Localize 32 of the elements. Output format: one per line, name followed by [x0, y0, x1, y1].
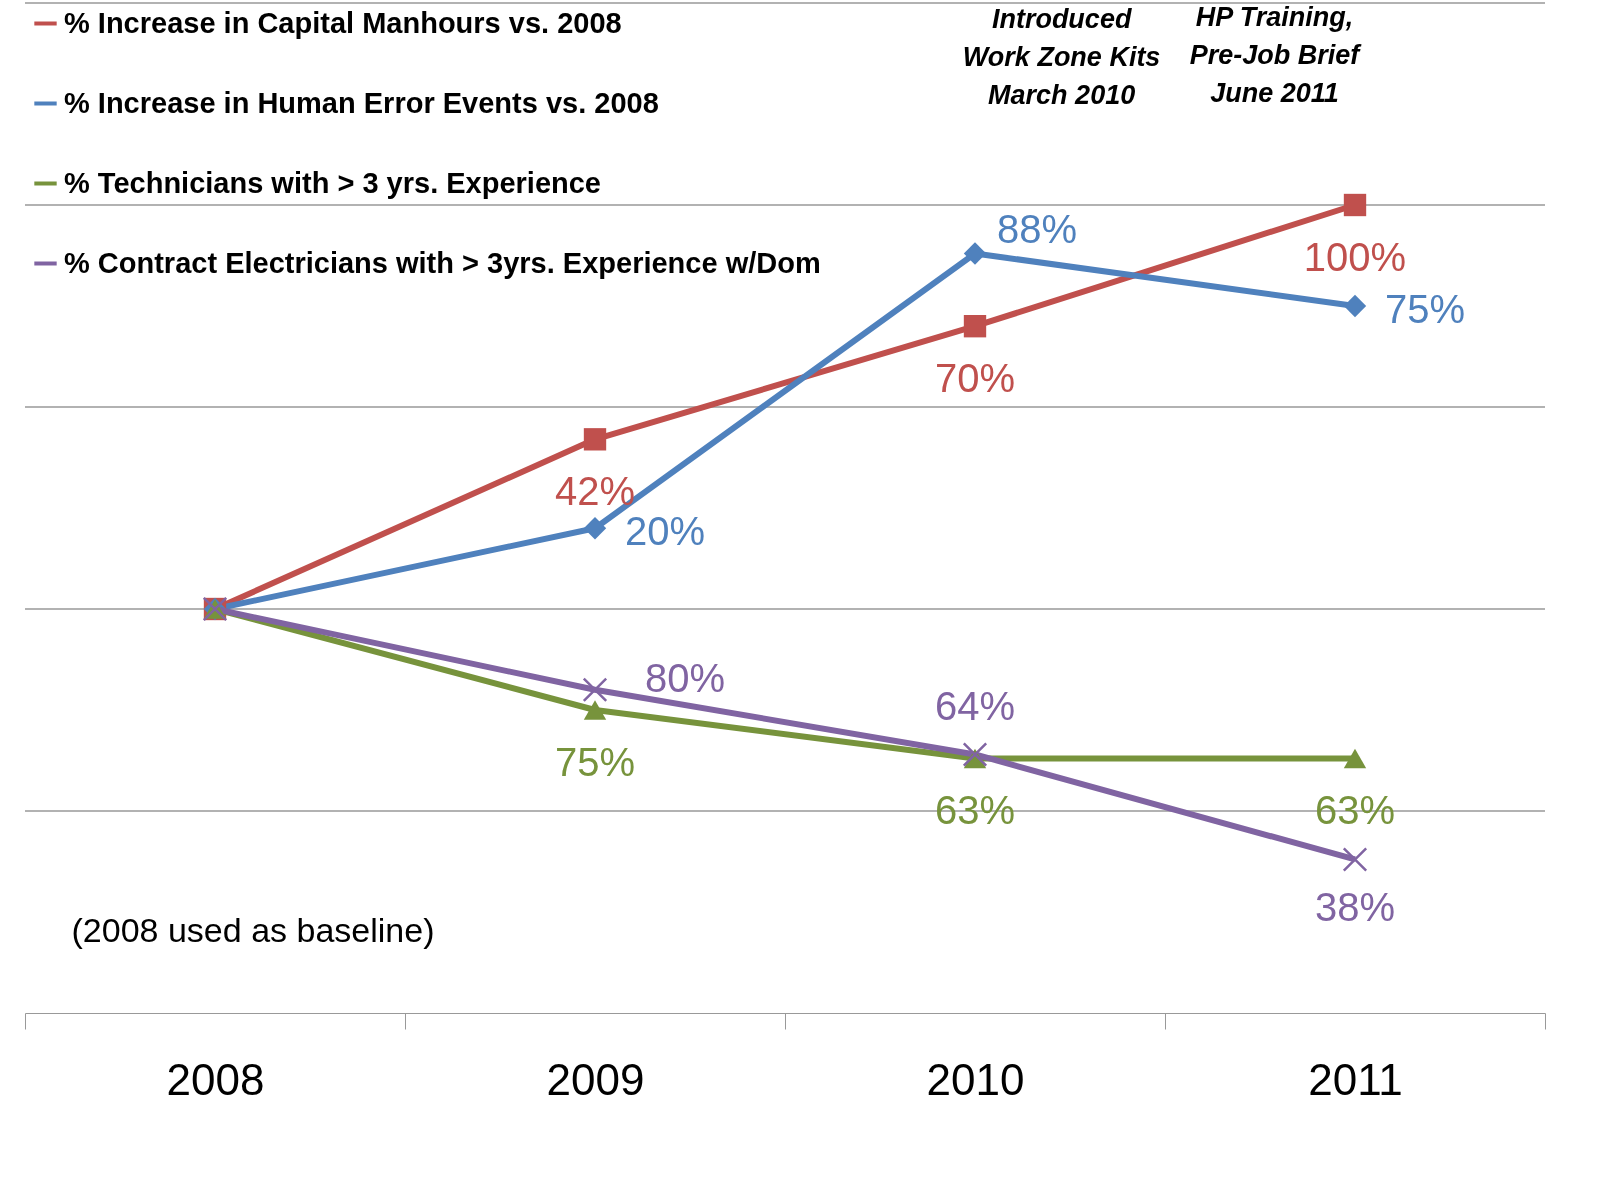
data-label: 63%	[934, 788, 1016, 833]
annotation: HP Training, Pre-Job Brief June 2011	[1189, 2, 1363, 108]
data-label: 70%	[934, 356, 1016, 401]
data-label: 64%	[934, 684, 1016, 729]
point	[583, 700, 607, 720]
legend-label: % Increase in Human Error Events vs. 2008	[64, 86, 659, 119]
point	[582, 677, 608, 703]
x-tick-label: 2010	[926, 1054, 1025, 1104]
legend-label: % Contract Electricians with > 3yrs. Experience w/Dom	[64, 246, 821, 279]
point	[1342, 847, 1368, 872]
data-label: 80%	[644, 655, 726, 700]
x-tick-label: 2011	[1308, 1054, 1403, 1104]
point	[962, 742, 988, 767]
data-label: 75%	[1384, 287, 1466, 331]
x-tick-label: 2008	[166, 1054, 265, 1104]
point	[963, 315, 987, 338]
data-label: 88%	[996, 207, 1078, 252]
point	[963, 242, 987, 265]
point	[1343, 294, 1367, 318]
point	[1343, 748, 1367, 769]
annotation: Introduced Work Zone Kits March 2010	[962, 4, 1161, 110]
data-label: 75%	[554, 740, 636, 784]
legend-label: % Increase in Capital Manhours vs. 2008	[64, 6, 622, 39]
point	[1343, 193, 1367, 217]
annotation: (2008 used as baseline)	[71, 911, 435, 949]
point	[583, 517, 607, 540]
point	[583, 428, 607, 451]
x-tick-label: 2009	[546, 1054, 645, 1104]
data-label: 63%	[1314, 788, 1396, 833]
legend-label: % Technicians with > 3 yrs. Experience	[64, 166, 601, 199]
data-label: 100%	[1303, 235, 1407, 279]
data-label: 38%	[1314, 885, 1396, 930]
